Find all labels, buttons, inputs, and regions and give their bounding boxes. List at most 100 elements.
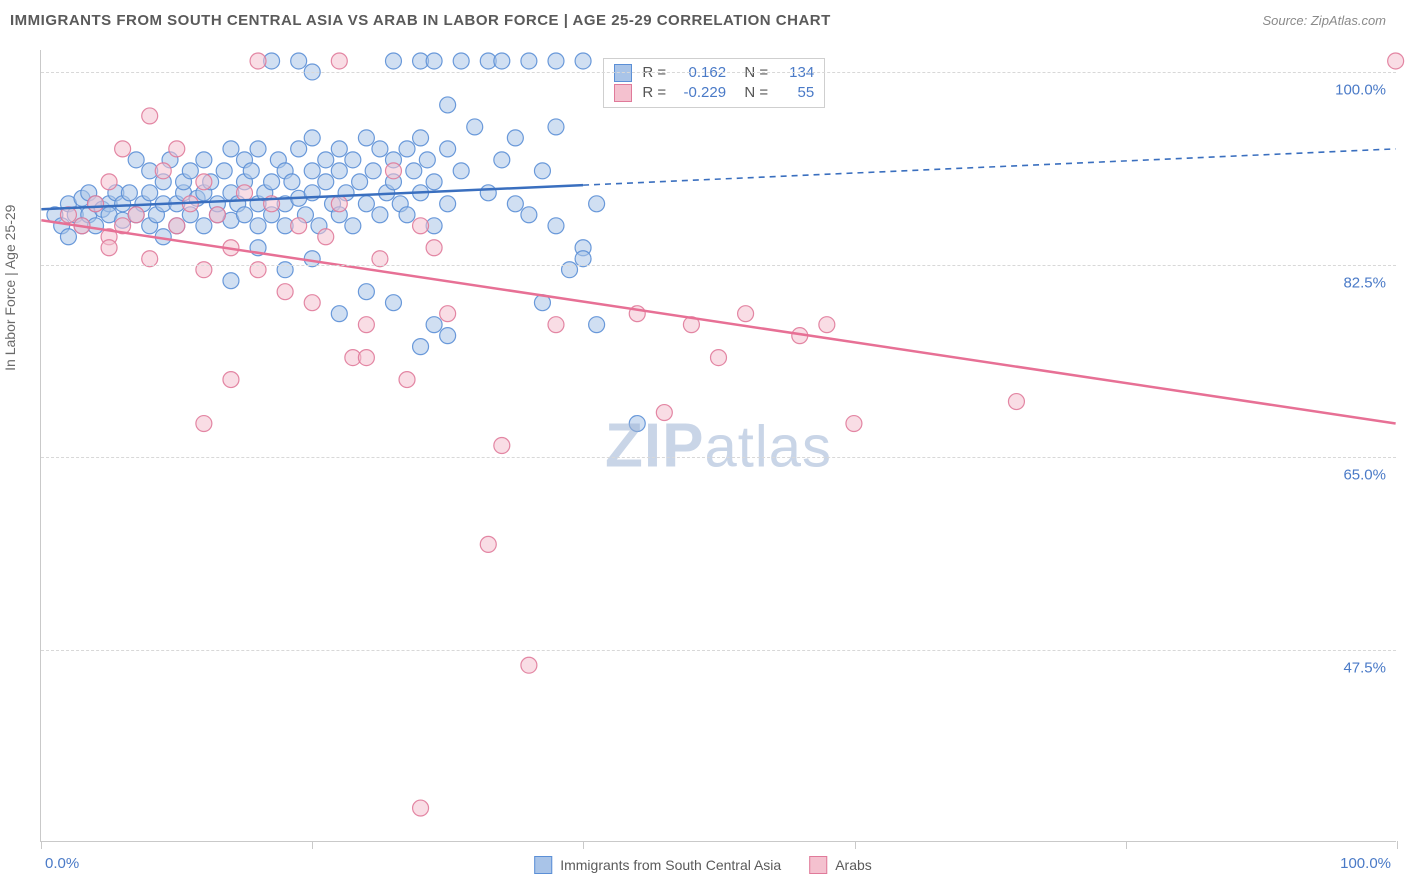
data-point bbox=[331, 141, 347, 157]
data-point bbox=[223, 372, 239, 388]
data-point bbox=[318, 174, 334, 190]
data-point bbox=[304, 163, 320, 179]
gridline bbox=[41, 72, 1396, 73]
data-point bbox=[284, 174, 300, 190]
data-point bbox=[589, 317, 605, 333]
data-point bbox=[304, 130, 320, 146]
data-point bbox=[453, 163, 469, 179]
data-point bbox=[358, 196, 374, 212]
x-tick bbox=[1397, 841, 1398, 849]
data-point bbox=[169, 141, 185, 157]
data-point bbox=[142, 185, 158, 201]
data-point bbox=[345, 152, 361, 168]
chart-container: ZIPatlas R =0.162 N =134R =-0.229 N =55 … bbox=[40, 50, 1396, 842]
data-point bbox=[358, 317, 374, 333]
data-point bbox=[589, 196, 605, 212]
data-point bbox=[548, 317, 564, 333]
stats-swatch bbox=[614, 84, 632, 102]
data-point bbox=[534, 163, 550, 179]
data-point bbox=[304, 295, 320, 311]
data-point bbox=[521, 657, 537, 673]
data-point bbox=[385, 163, 401, 179]
data-point bbox=[819, 317, 835, 333]
y-tick-label: 47.5% bbox=[1343, 659, 1386, 676]
data-point bbox=[480, 536, 496, 552]
data-point bbox=[291, 141, 307, 157]
data-point bbox=[237, 207, 253, 223]
data-point bbox=[419, 152, 435, 168]
data-point bbox=[521, 53, 537, 69]
stats-n-label: N = bbox=[736, 84, 768, 101]
data-point bbox=[115, 141, 131, 157]
data-point bbox=[250, 53, 266, 69]
trend-line-extrapolated bbox=[583, 149, 1396, 185]
data-point bbox=[291, 53, 307, 69]
data-point bbox=[494, 152, 510, 168]
data-point bbox=[453, 53, 469, 69]
stats-r-value: -0.229 bbox=[676, 84, 726, 101]
data-point bbox=[406, 163, 422, 179]
chart-title: IMMIGRANTS FROM SOUTH CENTRAL ASIA VS AR… bbox=[10, 12, 831, 29]
data-point bbox=[440, 196, 456, 212]
data-point bbox=[142, 108, 158, 124]
y-tick-label: 100.0% bbox=[1335, 82, 1386, 99]
data-point bbox=[196, 218, 212, 234]
legend-swatch bbox=[534, 856, 552, 874]
data-point bbox=[548, 119, 564, 135]
data-point bbox=[209, 207, 225, 223]
data-point bbox=[237, 185, 253, 201]
data-point bbox=[507, 196, 523, 212]
data-point bbox=[521, 207, 537, 223]
data-point bbox=[318, 152, 334, 168]
data-point bbox=[121, 185, 137, 201]
data-point bbox=[128, 207, 144, 223]
data-point bbox=[223, 141, 239, 157]
y-tick-label: 82.5% bbox=[1343, 274, 1386, 291]
x-axis-max-label: 100.0% bbox=[1340, 855, 1391, 872]
data-point bbox=[507, 130, 523, 146]
legend-item: Arabs bbox=[809, 856, 872, 874]
stats-r-label: R = bbox=[642, 84, 666, 101]
data-point bbox=[426, 53, 442, 69]
gridline bbox=[41, 457, 1396, 458]
data-point bbox=[331, 163, 347, 179]
data-point bbox=[629, 416, 645, 432]
data-point bbox=[480, 185, 496, 201]
legend-swatch bbox=[809, 856, 827, 874]
data-point bbox=[413, 130, 429, 146]
data-point bbox=[440, 141, 456, 157]
data-point bbox=[358, 284, 374, 300]
data-point bbox=[656, 405, 672, 421]
data-point bbox=[196, 416, 212, 432]
data-point bbox=[182, 163, 198, 179]
legend: Immigrants from South Central Asia Arabs bbox=[534, 856, 872, 874]
data-point bbox=[426, 240, 442, 256]
data-point bbox=[277, 284, 293, 300]
data-point bbox=[318, 229, 334, 245]
data-point bbox=[223, 273, 239, 289]
data-point bbox=[426, 174, 442, 190]
data-point bbox=[440, 328, 456, 344]
legend-item: Immigrants from South Central Asia bbox=[534, 856, 781, 874]
data-point bbox=[575, 53, 591, 69]
x-tick bbox=[583, 841, 584, 849]
stats-row: R =-0.229 N =55 bbox=[614, 83, 814, 103]
data-point bbox=[250, 218, 266, 234]
data-point bbox=[331, 306, 347, 322]
data-point bbox=[413, 218, 429, 234]
y-tick-label: 65.0% bbox=[1343, 467, 1386, 484]
x-tick bbox=[1126, 841, 1127, 849]
chart-header: IMMIGRANTS FROM SOUTH CENTRAL ASIA VS AR… bbox=[0, 0, 1406, 37]
data-point bbox=[467, 119, 483, 135]
gridline bbox=[41, 265, 1396, 266]
data-point bbox=[399, 372, 415, 388]
data-point bbox=[1008, 394, 1024, 410]
x-tick bbox=[41, 841, 42, 849]
data-point bbox=[1388, 53, 1404, 69]
data-point bbox=[128, 152, 144, 168]
correlation-stats-box: R =0.162 N =134R =-0.229 N =55 bbox=[603, 58, 825, 108]
trend-line bbox=[41, 220, 1395, 423]
data-point bbox=[372, 207, 388, 223]
y-axis-title: In Labor Force | Age 25-29 bbox=[2, 205, 18, 371]
data-point bbox=[494, 438, 510, 454]
